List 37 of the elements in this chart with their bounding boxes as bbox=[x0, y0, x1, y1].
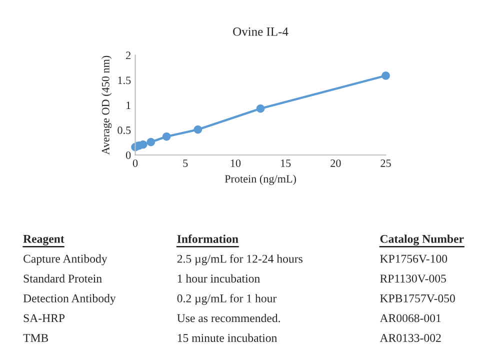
x-tick-label: 25 bbox=[380, 160, 391, 167]
y-tick-label: 0 bbox=[126, 151, 131, 159]
y-tick-label: 1 bbox=[126, 102, 130, 109]
x-tick-label: 15 bbox=[280, 160, 291, 167]
text: Reagent bbox=[23, 235, 64, 246]
x-tick-label: 10 bbox=[230, 159, 241, 167]
y-axis-title: Average OD (450 nm) bbox=[102, 56, 112, 155]
point bbox=[194, 125, 202, 134]
text: 2.5 µg/mL for 12-24 hours bbox=[177, 254, 302, 266]
chart-title: Ovine IL-4 bbox=[233, 27, 288, 36]
text: KPB1757V-050 bbox=[380, 294, 455, 302]
x-tick-label: 0 bbox=[132, 159, 138, 167]
text: RP1130V-005 bbox=[380, 274, 446, 283]
text: Capture Antibody bbox=[24, 254, 108, 266]
x-tick-label: 20 bbox=[330, 159, 341, 167]
y-tick-label: 0.5 bbox=[118, 126, 131, 134]
point bbox=[382, 71, 390, 80]
text: Catalog Number bbox=[380, 234, 464, 246]
point bbox=[146, 138, 156, 146]
text: KP1756V-100 bbox=[380, 254, 448, 263]
text: SA-HRP bbox=[24, 314, 65, 322]
x-axis-title: Protein (ng/mL) bbox=[224, 174, 296, 185]
text: Information bbox=[177, 234, 238, 243]
text: Standard Protein bbox=[24, 274, 102, 283]
y-tick-label: 1.5 bbox=[118, 76, 131, 84]
x-tick-label: 5 bbox=[183, 160, 188, 167]
y-tick-label: 2 bbox=[126, 52, 130, 60]
text: Detection Antibody bbox=[23, 294, 116, 305]
text: TMB bbox=[23, 334, 48, 342]
text: AR0068-001 bbox=[380, 314, 441, 322]
text: AR0133-002 bbox=[380, 334, 441, 342]
point bbox=[162, 132, 171, 141]
text: 1 hour incubation bbox=[178, 274, 260, 283]
text: 15 minute incubation bbox=[178, 334, 278, 342]
point bbox=[256, 104, 265, 113]
text: Use as recommended. bbox=[177, 314, 280, 322]
text: 0.2 µg/mL for 1 hour bbox=[177, 294, 277, 305]
